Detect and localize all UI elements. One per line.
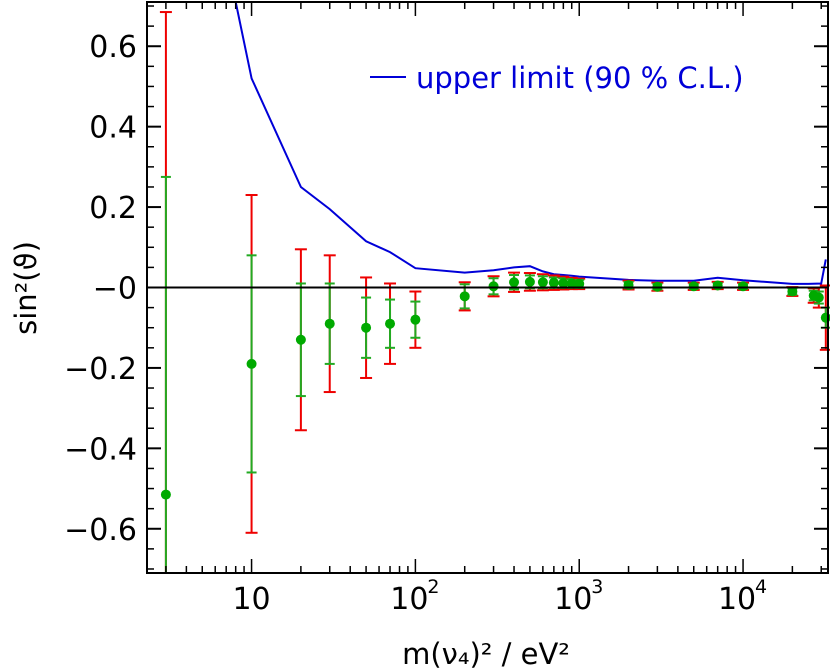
y-tick-label: 0.6 [89,30,137,65]
data-point [574,278,585,289]
data-point [688,281,699,292]
data-point [246,358,257,369]
x-tick-exponent: 2 [427,576,439,598]
data-point [410,314,421,325]
x-tick-exponent: 4 [755,576,767,598]
data-point [566,278,577,289]
data-point [524,276,535,287]
data-point [537,277,548,288]
data-point [459,291,470,302]
data-point [712,280,723,291]
data-point [558,278,569,289]
y-tick-label: −0.2 [64,352,137,387]
data-point [548,277,559,288]
data-point [623,280,634,291]
data-point [787,286,798,297]
x-tick-exponent: 3 [591,576,603,598]
y-tick-label: −0 [93,272,137,307]
data-point [324,318,335,329]
x-tick-label: 10 [232,582,270,617]
y-tick-label: −0.6 [64,513,137,548]
y-tick-label: −0.4 [64,432,137,467]
x-tick-label: 10 [554,582,592,617]
y-axis-label: sin²(ϑ) [9,241,43,335]
data-point [813,292,824,303]
x-axis-label: m(ν₄)² / eV² [402,637,570,670]
data-point [361,322,372,333]
y-tick-label: 0.2 [89,191,137,226]
legend-label: upper limit (90 % C.L.) [416,61,744,95]
data-point [509,277,520,288]
y-tick-label: 0.4 [89,111,137,146]
data-point [295,334,306,345]
data-point [738,281,749,292]
data-point [160,489,171,500]
x-tick-label: 10 [718,582,756,617]
upper-limit-line [234,1,827,285]
x-tick-label: 10 [390,582,428,617]
data-point [488,281,499,292]
data-point [385,318,396,329]
